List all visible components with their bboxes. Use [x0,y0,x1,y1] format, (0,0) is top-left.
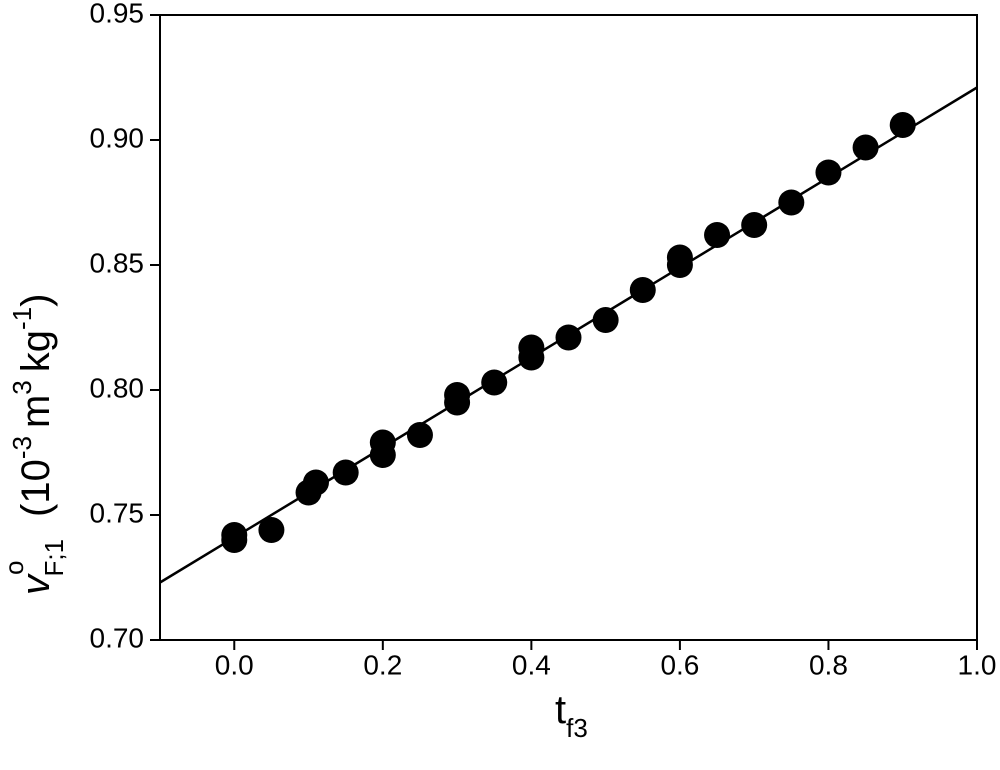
plot-frame [159,14,978,641]
y-label-unit: kg [14,330,58,372]
y-label-open: (10 [14,459,58,517]
x-tick-label: 1.0 [958,649,997,680]
x-label-sub: f3 [566,713,588,743]
y-label-exp: -1 [7,307,37,330]
y-tick-label: 0.90 [90,122,145,153]
x-tick-label: 0.4 [512,649,551,680]
data-point [815,159,842,186]
y-label-symbol: v [14,573,58,595]
data-point [889,112,916,138]
fit-line [159,86,978,584]
x-tick-label: 0.6 [660,649,699,680]
y-tick-label: 0.70 [90,622,145,653]
data-point [369,429,396,456]
data-point [302,469,329,496]
y-tick-label: 0.80 [90,372,145,403]
data-point [444,382,471,408]
data-point [258,517,285,543]
y-tick-label: 0.95 [90,0,145,28]
y-tick-label: 0.85 [90,247,145,278]
data-point [592,307,619,333]
y-label-exp: 3 [7,380,37,394]
y-label-exp: -3 [7,436,37,459]
y-label-sup: o [0,561,29,575]
y-label-unit: m [14,395,58,428]
x-tick-label: 0.2 [363,649,402,680]
x-tick-label: 0.8 [809,649,848,680]
y-label-close: ) [14,294,58,307]
x-axis-label: tf3 [555,688,588,743]
y-label-sub: F;1 [39,539,69,577]
x-label-main: t [555,688,566,732]
x-tick-label: 0.0 [215,649,254,680]
y-axis-label: vo F;1 (10-3 m3 kg-1) [0,294,69,595]
y-tick-label: 0.75 [90,497,145,528]
data-point [852,134,879,161]
